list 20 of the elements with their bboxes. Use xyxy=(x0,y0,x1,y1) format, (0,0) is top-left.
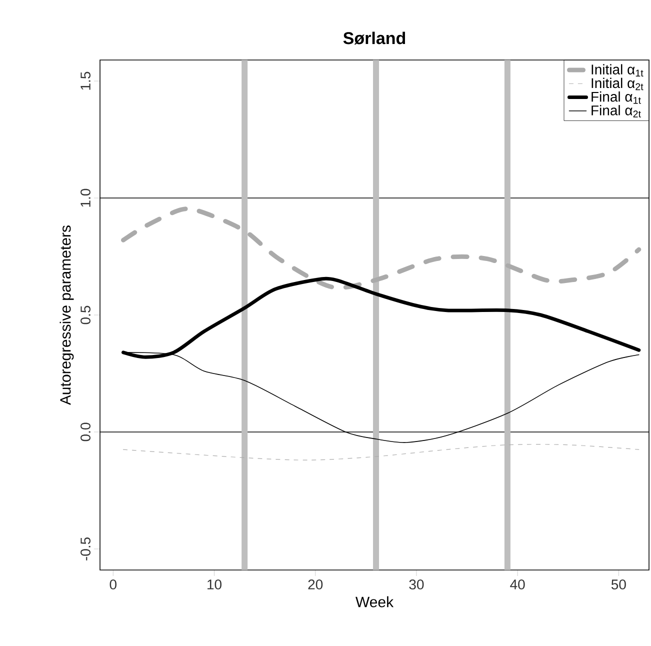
legend-label: Final α$_{2t}$ xyxy=(592,105,641,118)
legend-label: Initial α$_{2t}$ xyxy=(592,78,644,90)
x-tick-label: 30 xyxy=(409,580,424,590)
y-tick-label: 1.5 xyxy=(80,72,90,90)
x-tick-label: 40 xyxy=(510,580,525,590)
legend-label: Final α$_{1t}$ xyxy=(592,91,641,104)
chart-title: Sørland xyxy=(343,32,406,44)
y-axis-title: Autoregressive parameters xyxy=(60,226,74,406)
line-series xyxy=(122,444,640,460)
y-tick-label: 1.0 xyxy=(80,188,90,207)
x-axis-title: Week xyxy=(356,596,394,608)
x-tick-label: 10 xyxy=(208,580,222,590)
x-tick-label: 20 xyxy=(308,580,323,590)
y-tick-label: 0.0 xyxy=(80,422,90,442)
y-tick-label: -0.5 xyxy=(80,537,90,560)
line-series xyxy=(121,206,642,290)
x-tick-label: 0 xyxy=(110,580,116,590)
x-tick-label: 50 xyxy=(611,580,626,590)
legend-label: Initial α$_{1t}$ xyxy=(592,64,644,77)
y-tick-label: 0.5 xyxy=(80,306,90,324)
